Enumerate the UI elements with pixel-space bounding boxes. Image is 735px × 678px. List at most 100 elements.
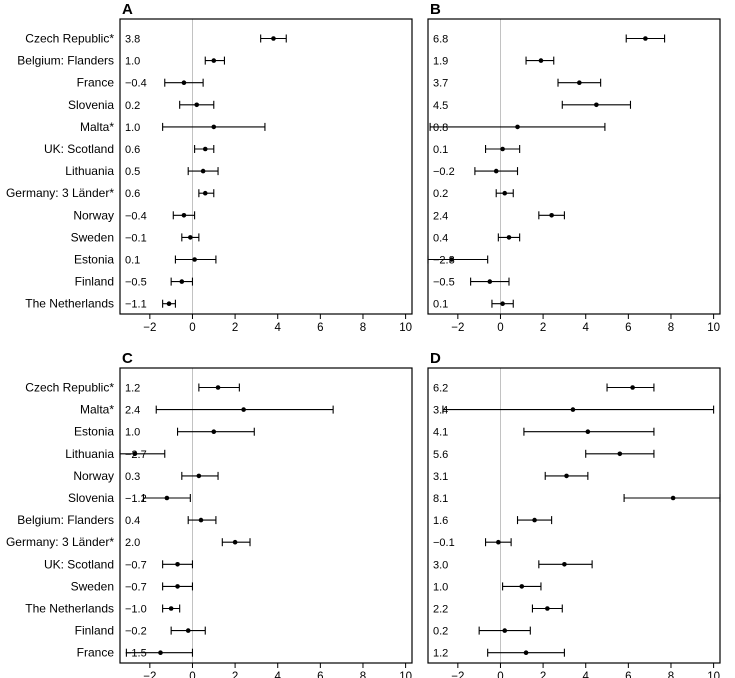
country-label: Germany: 3 Länder* — [6, 186, 114, 200]
panel-frame — [119, 18, 413, 315]
value-label: 4.1 — [433, 427, 448, 439]
x-tick-label: 10 — [707, 671, 720, 678]
country-label: Norway — [73, 208, 114, 222]
point-estimate — [164, 495, 170, 501]
value-label: 0.6 — [125, 188, 140, 200]
value-label: 2.2 — [433, 604, 448, 616]
x-tick-label: −2 — [451, 322, 464, 334]
country-label: Germany: 3 Länder* — [6, 535, 114, 549]
country-label: Sweden — [71, 230, 114, 244]
x-tick-label: 4 — [583, 671, 590, 678]
point-estimate — [487, 279, 493, 284]
x-tick-label: 6 — [317, 671, 323, 678]
point-estimate — [585, 429, 591, 435]
value-label: 0.2 — [433, 626, 448, 638]
panel-letter: D — [430, 350, 441, 367]
value-label: 0.6 — [125, 144, 140, 156]
point-estimate — [502, 628, 508, 633]
value-label: −0.7 — [125, 581, 147, 593]
value-label: 0.3 — [125, 471, 140, 483]
point-estimate — [562, 562, 567, 567]
value-label: 1.0 — [433, 581, 448, 593]
point-estimate — [670, 495, 676, 501]
x-tick-label: 2 — [232, 671, 238, 678]
point-estimate — [449, 257, 454, 262]
point-estimate — [538, 58, 544, 63]
country-label: The Netherlands — [25, 602, 114, 616]
country-label: Norway — [73, 469, 114, 483]
value-label: 0.1 — [433, 299, 448, 311]
point-estimate — [506, 235, 512, 240]
x-tick-label: 4 — [275, 322, 282, 334]
point-estimate — [192, 257, 197, 262]
point-estimate — [202, 190, 208, 196]
country-label: Malta* — [80, 403, 114, 417]
point-estimate — [500, 146, 505, 152]
x-tick-label: 2 — [232, 322, 238, 334]
point-estimate — [202, 146, 208, 152]
point-estimate — [519, 584, 525, 589]
point-estimate — [215, 385, 221, 390]
value-label: −1.5 — [125, 648, 147, 660]
point-estimate — [523, 650, 529, 655]
x-tick-label: −2 — [143, 671, 156, 678]
country-label: UK: Scotland — [44, 142, 114, 156]
x-tick-label: 4 — [275, 671, 282, 678]
point-estimate — [271, 36, 276, 41]
panel-letter: B — [430, 1, 441, 18]
value-label: −0.2 — [125, 626, 147, 638]
point-estimate — [168, 606, 174, 611]
value-label: 0.2 — [433, 188, 448, 200]
panel-letter: A — [122, 1, 133, 18]
x-tick-label: 0 — [497, 322, 503, 334]
x-tick-label: 8 — [360, 322, 366, 334]
point-estimate — [194, 102, 200, 108]
point-estimate — [200, 168, 206, 174]
country-label: UK: Scotland — [44, 557, 114, 571]
value-label: −1.0 — [125, 604, 147, 616]
country-label: Finland — [75, 275, 114, 289]
x-tick-label: 4 — [583, 322, 590, 334]
country-label: France — [77, 76, 115, 90]
value-label: 1.0 — [125, 122, 140, 134]
country-label: The Netherlands — [25, 297, 114, 311]
x-tick-label: 0 — [189, 322, 195, 334]
value-label: 1.0 — [125, 427, 140, 439]
value-label: 0.4 — [433, 232, 448, 244]
x-tick-label: 6 — [317, 322, 323, 334]
point-estimate — [594, 102, 599, 108]
x-tick-label: 0 — [189, 671, 195, 678]
x-tick-label: 2 — [540, 671, 546, 678]
country-label: Malta* — [80, 120, 114, 134]
point-estimate — [643, 36, 648, 41]
point-estimate — [185, 628, 191, 633]
country-label: Estonia — [74, 253, 114, 267]
point-estimate — [496, 539, 501, 545]
point-estimate — [532, 517, 537, 523]
point-estimate — [493, 168, 499, 174]
value-label: 1.2 — [125, 383, 140, 395]
value-label: 0.4 — [125, 515, 140, 527]
x-tick-label: −2 — [143, 322, 156, 334]
x-tick-label: 6 — [625, 671, 631, 678]
panel-letter: C — [122, 350, 133, 367]
country-label: Belgium: Flanders — [17, 513, 114, 527]
value-label: 1.9 — [433, 56, 448, 68]
value-label: −0.5 — [433, 277, 455, 289]
point-estimate — [577, 80, 582, 85]
point-estimate — [570, 407, 576, 412]
x-tick-label: 10 — [399, 671, 412, 678]
value-label: −0.2 — [433, 166, 455, 178]
value-label: 8.1 — [433, 493, 448, 505]
value-label: 3.0 — [433, 559, 448, 571]
country-label: Slovenia — [68, 98, 114, 112]
x-tick-label: 0 — [497, 671, 503, 678]
value-label: 3.4 — [433, 405, 448, 417]
value-label: −0.4 — [125, 78, 147, 90]
point-estimate — [211, 124, 217, 130]
point-estimate — [515, 124, 520, 130]
value-label: 3.8 — [125, 34, 140, 46]
value-label: −0.1 — [125, 232, 147, 244]
value-label: −0.7 — [125, 559, 147, 571]
